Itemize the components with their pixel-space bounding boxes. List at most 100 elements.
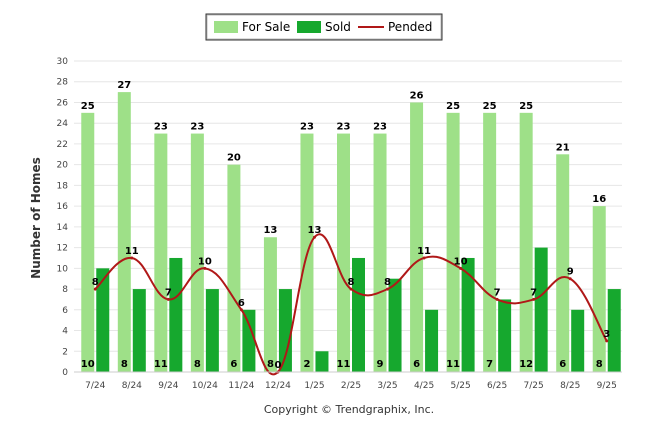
bar-sold — [352, 257, 365, 372]
y-tick-label: 20 — [57, 161, 69, 171]
legend-label-sold: Sold — [325, 20, 351, 34]
bar-for-sale — [117, 92, 131, 372]
bar-for-sale — [190, 133, 204, 372]
x-tick-label: 9/25 — [597, 381, 617, 391]
sold-value-label: 11 — [337, 359, 351, 370]
bar-sold — [96, 268, 110, 372]
pended-value-label: 8 — [92, 277, 99, 288]
legend-swatch-for-sale — [214, 21, 238, 33]
bars — [81, 92, 621, 372]
x-tick-label: 3/25 — [377, 381, 397, 391]
y-tick-label: 10 — [57, 264, 69, 274]
pended-point — [459, 266, 463, 270]
bar-sold — [315, 351, 329, 372]
for-sale-value-label: 16 — [592, 194, 606, 205]
y-tick-label: 14 — [57, 223, 69, 233]
bar-for-sale — [337, 133, 350, 372]
x-tick-label: 12/24 — [265, 381, 291, 391]
sold-value-label: 8 — [596, 359, 603, 370]
y-tick-label: 30 — [57, 57, 69, 67]
sold-value-label: 12 — [519, 359, 533, 370]
pended-point — [239, 308, 243, 312]
pended-value-label: 7 — [165, 287, 172, 298]
for-sale-value-label: 25 — [81, 101, 95, 112]
x-tick-label: 7/24 — [85, 381, 105, 391]
x-tick-label: 5/25 — [450, 381, 470, 391]
sold-value-label: 11 — [446, 359, 460, 370]
pended-point — [166, 297, 170, 301]
pended-point — [349, 287, 353, 291]
pended-point — [532, 297, 536, 301]
sold-value-label: 8 — [267, 359, 274, 370]
bar-sold — [571, 309, 585, 372]
sold-value-label: 6 — [230, 359, 237, 370]
y-tick-label: 6 — [62, 306, 68, 316]
pended-point — [130, 256, 134, 260]
legend-box — [205, 13, 443, 41]
bar-sold — [425, 309, 439, 372]
y-axis-label: Number of Homes — [29, 157, 43, 279]
legend: For Sale Sold Pended — [205, 13, 443, 41]
pended-point — [203, 266, 207, 270]
pended-value-label: 3 — [603, 329, 610, 340]
y-tick-label: 0 — [62, 368, 68, 378]
bar-sold — [534, 247, 548, 372]
bar-for-sale — [556, 154, 570, 372]
x-tick-label: 1/25 — [304, 381, 324, 391]
bar-for-sale — [154, 133, 168, 372]
bar-sold — [205, 289, 219, 372]
for-sale-value-label: 20 — [227, 153, 241, 164]
for-sale-value-label: 25 — [483, 101, 497, 112]
pended-value-label: 9 — [567, 267, 574, 278]
x-tick-label: 9/24 — [158, 381, 178, 391]
pended-point — [422, 256, 426, 260]
sold-value-label: 8 — [194, 359, 201, 370]
sold-value-label: 6 — [559, 359, 566, 370]
pended-line-group — [93, 233, 609, 376]
y-tick-label: 2 — [62, 347, 68, 357]
x-tick-label: 4/25 — [414, 381, 434, 391]
x-tick-label: 6/25 — [487, 381, 507, 391]
y-tick-label: 4 — [62, 327, 68, 337]
y-tick-label: 18 — [57, 181, 69, 191]
y-tick-label: 28 — [57, 78, 69, 88]
for-sale-value-label: 21 — [556, 142, 570, 153]
bar-sold — [388, 278, 402, 372]
bar-sold — [607, 289, 621, 372]
bar-sold — [169, 257, 183, 372]
pended-value-label: 8 — [384, 277, 391, 288]
bar-for-sale — [592, 206, 606, 372]
pended-point — [495, 297, 499, 301]
pended-value-label: 11 — [125, 246, 139, 257]
for-sale-value-label: 27 — [117, 80, 131, 91]
for-sale-value-label: 23 — [154, 122, 168, 133]
x-tick-label: 8/24 — [122, 381, 142, 391]
for-sale-value-label: 23 — [190, 122, 204, 133]
x-tick-label: 11/24 — [228, 381, 254, 391]
bar-sold — [498, 299, 512, 372]
sold-value-label: 6 — [413, 359, 420, 370]
y-tick-label: 24 — [57, 119, 69, 129]
bar-for-sale — [263, 237, 277, 372]
x-tick-label: 10/24 — [192, 381, 218, 391]
y-tick-label: 22 — [57, 140, 68, 150]
sold-value-label: 11 — [154, 359, 168, 370]
x-tick-label: 8/25 — [560, 381, 580, 391]
x-tick-label: 2/25 — [341, 381, 361, 391]
copyright-text: Copyright © Trendgraphix, Inc. — [264, 403, 434, 416]
sold-value-label: 9 — [377, 359, 384, 370]
pended-value-label: 8 — [348, 277, 355, 288]
pended-value-label: 10 — [454, 256, 468, 267]
y-tick-label: 12 — [57, 244, 68, 254]
value-labels: 25 10 27 8 23 11 23 8 20 6 13 8 23 2 23 11 23 9 26 6 25 11 25 7… — [81, 80, 610, 371]
sold-value-label: 2 — [303, 359, 310, 370]
pended-value-label: 11 — [417, 246, 431, 257]
bar-for-sale — [410, 102, 424, 372]
y-tick-label: 16 — [57, 202, 69, 212]
bar-for-sale — [81, 112, 95, 372]
sold-value-label: 8 — [121, 359, 128, 370]
legend-label-pended: Pended — [388, 20, 432, 34]
bar-for-sale — [227, 164, 241, 372]
